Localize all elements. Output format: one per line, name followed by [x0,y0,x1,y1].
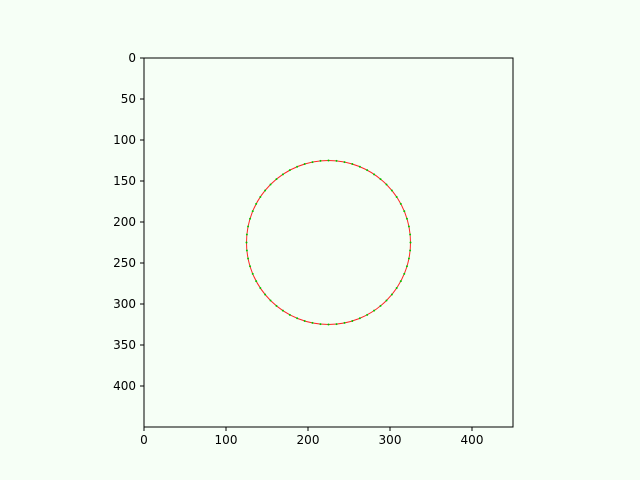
data-point [259,287,262,290]
data-point [264,189,267,192]
data-point [319,159,322,162]
y-tick-label: 300 [113,297,136,311]
data-point [269,183,272,186]
data-point [395,195,398,198]
plot-frame [143,57,514,428]
y-tick-label: 50 [121,92,136,106]
y-tick-label: 250 [113,256,136,270]
data-point [249,217,252,220]
data-point [407,225,410,228]
y-tick-label: 350 [113,338,136,352]
axis-layer: 0 100 200 300 400 0 50 100 150 200 250 300 350 400 [113,51,483,447]
data-point [343,161,346,164]
data-point [335,159,338,162]
data-point [407,257,410,260]
data-point [373,309,376,312]
data-point [351,319,354,322]
data-point [358,317,361,320]
data-point [245,249,248,252]
data-point [390,293,393,296]
data-point [251,210,254,213]
y-tick-label: 400 [113,379,136,393]
data-point [311,321,314,324]
y-tick-label: 0 [128,51,136,65]
circle-dot-series [245,159,412,326]
data-point [281,173,284,176]
data-point [399,202,402,205]
data-point [327,159,330,162]
data-point [343,321,346,324]
data-point [288,169,291,172]
data-point [296,317,299,320]
data-point [245,233,248,236]
data-point [247,257,250,260]
data-point [335,323,338,326]
data-point [259,195,262,198]
data-point [245,241,248,244]
data-point [409,241,412,244]
data-point [395,287,398,290]
data-point [255,202,258,205]
data-point [358,165,361,168]
data-point [275,304,278,307]
data-point [373,173,376,176]
data-point [379,304,382,307]
data-point [249,265,252,268]
data-point [275,178,278,181]
data-point [255,280,258,283]
x-tick-label: 300 [379,433,402,447]
y-tick-label: 150 [113,174,136,188]
data-point [351,163,354,166]
data-point [281,309,284,312]
data-point [379,178,382,181]
data-point [390,189,393,192]
x-tick-label: 200 [297,433,320,447]
data-point [327,323,330,326]
data-point [399,280,402,283]
plot-background [144,58,513,427]
x-tick-label: 100 [215,433,238,447]
x-tick-label: 0 [140,433,148,447]
data-point [409,233,412,236]
data-point [366,169,369,172]
data-point [303,163,306,166]
data-point [409,249,412,252]
data-point [251,272,254,275]
data-point [269,299,272,302]
data-point [385,183,388,186]
y-tick-label: 100 [113,133,136,147]
data-point [366,313,369,316]
data-point [288,313,291,316]
series-layer [245,159,412,326]
data-point [247,225,250,228]
y-tick-label: 200 [113,215,136,229]
data-point [385,299,388,302]
data-point [405,217,408,220]
data-point [296,165,299,168]
data-point [264,293,267,296]
data-point [311,161,314,164]
x-tick-label: 400 [461,433,484,447]
data-point [403,272,406,275]
data-point [403,210,406,213]
data-point [303,319,306,322]
data-point [319,323,322,326]
data-point [405,265,408,268]
